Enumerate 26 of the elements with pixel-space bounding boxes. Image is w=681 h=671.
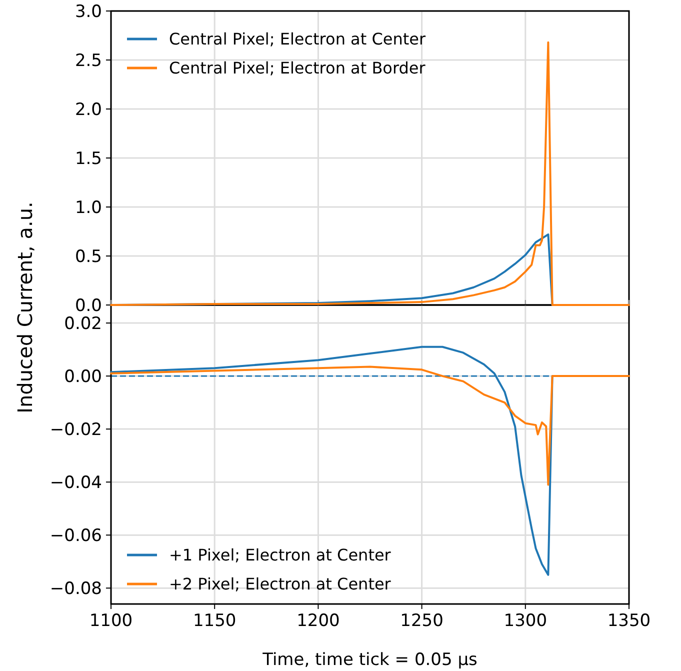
x-tick-label: 1250: [400, 611, 444, 631]
legend-label: +2 Pixel; Electron at Center: [169, 574, 392, 594]
y-tick-label: −0.06: [50, 526, 102, 546]
y-tick-label: −0.04: [50, 473, 102, 494]
y-tick-label: 0.5: [74, 246, 102, 267]
y-tick-label: 2.5: [74, 50, 102, 71]
y-tick-label: 1.5: [74, 148, 102, 169]
legend-label: +1 Pixel; Electron at Center: [169, 546, 392, 565]
x-tick-label: 1150: [192, 611, 236, 631]
x-tick-label: 1100: [89, 611, 133, 631]
y-tick-label: 3.0: [74, 2, 102, 22]
y-tick-label: −0.08: [50, 579, 102, 600]
y-tick-label: 0.02: [64, 314, 102, 334]
x-axis-title: Time, time tick = 0.05 μs: [262, 650, 478, 670]
x-tick-label: 1300: [504, 611, 548, 631]
y-tick-label: 0.00: [64, 366, 102, 387]
y-axis-title: Induced Current, a.u.: [13, 202, 37, 414]
y-tick-label: 1.0: [74, 198, 102, 218]
y-tick-label: −0.02: [50, 420, 102, 440]
x-tick-label: 1350: [607, 611, 651, 631]
legend-label: Central Pixel; Electron at Border: [169, 58, 426, 78]
line-series: [110, 366, 630, 486]
y-tick-label: 0.0: [74, 296, 102, 316]
y-tick-label: 2.0: [74, 100, 102, 120]
x-tick-label: 1200: [296, 611, 340, 631]
legend-label: Central Pixel; Electron at Center: [169, 30, 426, 49]
